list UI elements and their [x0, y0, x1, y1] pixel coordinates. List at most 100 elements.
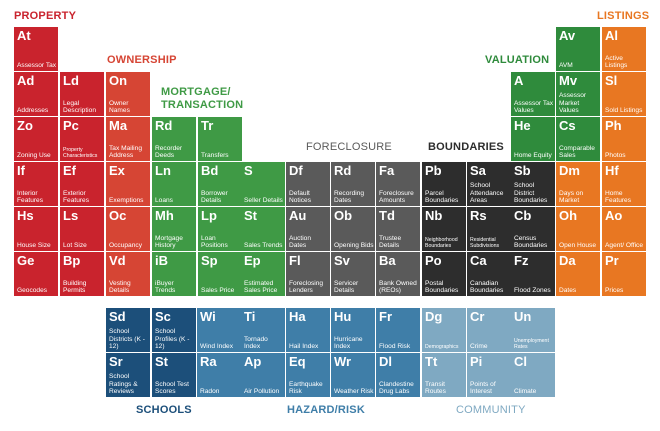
tile-school-attendance-areas[interactable]: Sa School Attendance Areas: [467, 162, 511, 206]
tile-bank-owned[interactable]: Ba Bank Owned (REOs): [376, 252, 420, 296]
tile-building-permits[interactable]: Bp Building Permits: [60, 252, 104, 296]
tile-assessor-tax-values[interactable]: A Assessor Tax Values: [511, 72, 555, 116]
tile-symbol: Dm: [559, 163, 580, 178]
tile-school-profiles[interactable]: Sc School Profiles (K - 12): [152, 308, 196, 352]
tile-foreclosure-amounts[interactable]: Fa Foreclosure Amounts: [376, 162, 420, 206]
tile-label: Assessor Tax Values: [514, 99, 554, 114]
tile-label: Lot Size: [63, 241, 87, 249]
tile-open-house[interactable]: Oh Open House: [556, 207, 600, 251]
tile-label: Geocodes: [17, 286, 48, 294]
tile-symbol: If: [17, 163, 25, 178]
tile-symbol: Ld: [63, 73, 79, 88]
tile-default-notices[interactable]: Df Default Notices: [286, 162, 330, 206]
tile-auction-dates[interactable]: Au Auction Dates: [286, 207, 330, 251]
tile-tax-mailing-address[interactable]: Ma Tax Mailing Address: [106, 117, 150, 161]
tile-sold-listings[interactable]: Sl Sold Listings: [602, 72, 646, 116]
tile-neighborhood-boundaries[interactable]: Nb Neighborhood Boundaries: [422, 207, 466, 251]
tile-exterior-features[interactable]: Ef Exterior Features: [60, 162, 104, 206]
tile-tornado-index[interactable]: Ti Tornado Index: [241, 308, 285, 352]
tile-school-test-scores[interactable]: St School Test Scores: [152, 353, 196, 397]
tile-symbol: Ra: [200, 354, 217, 369]
tile-residential-subdivisions[interactable]: Rs Residential Subdivisions: [467, 207, 511, 251]
tile-geocodes[interactable]: Ge Geocodes: [14, 252, 58, 296]
tile-hail-index[interactable]: Ha Hail Index: [286, 308, 330, 352]
tile-hurricane-index[interactable]: Hu Hurricane Index: [331, 308, 375, 352]
tile-postal-boundaries[interactable]: Po Postal Boundaries: [422, 252, 466, 296]
tile-label: Loans: [155, 196, 173, 204]
tile-symbol: Mh: [155, 208, 174, 223]
tile-trustee-details[interactable]: Td Trustee Details: [376, 207, 420, 251]
tile-interior-features[interactable]: If Interior Features: [14, 162, 58, 206]
tile-label: Mortgage History: [155, 234, 183, 249]
tile-climate[interactable]: Cl Climate: [511, 353, 555, 397]
tile-borrower-details[interactable]: Bd Borrower Details: [198, 162, 242, 206]
tile-comparable-sales[interactable]: Cs Comparable Sales: [556, 117, 600, 161]
tile-property-characteristics[interactable]: Pc Property Characteristics: [60, 117, 104, 161]
tile-zoning-use[interactable]: Zo Zoning Use: [14, 117, 58, 161]
tile-canadian-boundaries[interactable]: Ca Canadian Boundaries: [467, 252, 511, 296]
tile-active-listings[interactable]: Al Active Listings: [602, 27, 646, 71]
tile-photos[interactable]: Ph Photos: [602, 117, 646, 161]
tile-school-districts[interactable]: Sd School Districts (K - 12): [106, 308, 150, 352]
tile-mortgage-history[interactable]: Mh Mortgage History: [152, 207, 196, 251]
tile-prices[interactable]: Pr Prices: [602, 252, 646, 296]
tile-crime[interactable]: Cr Crime: [467, 308, 511, 352]
tile-label: Estimated Sales Price: [244, 279, 278, 294]
tile-symbol: Un: [514, 309, 532, 324]
tile-assessor-market-values[interactable]: Mv Assessor Market Values: [556, 72, 600, 116]
tile-addresses[interactable]: Ad Addresses: [14, 72, 58, 116]
tile-vesting-details[interactable]: Vd Vesting Details: [106, 252, 150, 296]
tile-clandestine-drug-labs[interactable]: Dl Clandestine Drug Labs: [376, 353, 420, 397]
tile-sales-price[interactable]: Sp Sales Price: [198, 252, 242, 296]
tile-sales-trends[interactable]: St Sales Trends: [241, 207, 285, 251]
tile-home-equity[interactable]: He Home Equity: [511, 117, 555, 161]
tile-flood-risk[interactable]: Fr Flood Risk: [376, 308, 420, 352]
tile-census-boundaries[interactable]: Cb Census Boundaries: [511, 207, 555, 251]
tile-loan-positions[interactable]: Lp Loan Positions: [198, 207, 242, 251]
tile-radon[interactable]: Ra Radon: [197, 353, 241, 397]
tile-label: Parcel Boundaries: [425, 189, 459, 204]
tile-seller-details[interactable]: S Seller Details: [241, 162, 285, 206]
tile-occupancy[interactable]: Oc Occupancy: [106, 207, 150, 251]
tile-unemployment-rates[interactable]: Un Unemployment Rates: [511, 308, 555, 352]
tile-points-of-interest[interactable]: Pi Points of Interest: [467, 353, 511, 397]
tile-ibuyer-trends[interactable]: iB iBuyer Trends: [152, 252, 196, 296]
tile-transit-routes[interactable]: Tt Transit Routes: [422, 353, 466, 397]
tile-foreclosing-lenders[interactable]: Fl Foreclosing Lenders: [286, 252, 330, 296]
tile-weather-risk[interactable]: Wr Weather Risk: [331, 353, 375, 397]
tile-lot-size[interactable]: Ls Lot Size: [60, 207, 104, 251]
tile-label: Unemployment Rates: [514, 338, 549, 350]
tile-recorder-deeds[interactable]: Rd Recorder Deeds: [152, 117, 196, 161]
tile-dates[interactable]: Da Dates: [556, 252, 600, 296]
tile-estimated-sales-price[interactable]: Ep Estimated Sales Price: [241, 252, 285, 296]
tile-symbol: Wi: [200, 309, 216, 324]
tile-school-district-boundaries[interactable]: Sb School District Boundaries: [511, 162, 555, 206]
tile-transfers[interactable]: Tr Transfers: [198, 117, 242, 161]
tile-label: Occupancy: [109, 241, 142, 249]
tile-school-ratings-reviews[interactable]: Sr School Ratings & Reviews: [106, 353, 150, 397]
tile-assessor-tax[interactable]: At Assessor Tax: [14, 27, 58, 71]
tile-wind-index[interactable]: Wi Wind Index: [197, 308, 241, 352]
tile-earthquake-risk[interactable]: Eq Earthquake Risk: [286, 353, 330, 397]
tile-flood-zones[interactable]: Fz Flood Zones: [511, 252, 555, 296]
tile-symbol: Oh: [559, 208, 578, 223]
tile-label: School Attendance Areas: [470, 182, 504, 204]
tile-opening-bids[interactable]: Ob Opening Bids: [331, 207, 375, 251]
tile-loans[interactable]: Ln Loans: [152, 162, 196, 206]
category-schools: SCHOOLS: [136, 404, 192, 416]
tile-exemptions[interactable]: Ex Exemptions: [106, 162, 150, 206]
tile-air-pollution[interactable]: Ap Air Pollution: [241, 353, 285, 397]
tile-days-on-market[interactable]: Dm Days on Market: [556, 162, 600, 206]
tile-symbol: St: [244, 208, 257, 223]
tile-legal-description[interactable]: Ld Legal Description: [60, 72, 104, 116]
tile-demographics[interactable]: Dg Demographics: [422, 308, 466, 352]
tile-owner-names[interactable]: On Owner Names: [106, 72, 150, 116]
tile-servicer-details[interactable]: Sv Servicer Details: [331, 252, 375, 296]
tile-agent-office[interactable]: Ao Agent/ Office: [602, 207, 646, 251]
tile-house-size[interactable]: Hs House Size: [14, 207, 58, 251]
tile-recording-dates[interactable]: Rd Recording Dates: [331, 162, 375, 206]
tile-home-features[interactable]: Hf Home Features: [602, 162, 646, 206]
tile-parcel-boundaries[interactable]: Pb Parcel Boundaries: [422, 162, 466, 206]
tile-avm[interactable]: Av AVM: [556, 27, 600, 71]
tile-label: Points of Interest: [470, 380, 496, 395]
